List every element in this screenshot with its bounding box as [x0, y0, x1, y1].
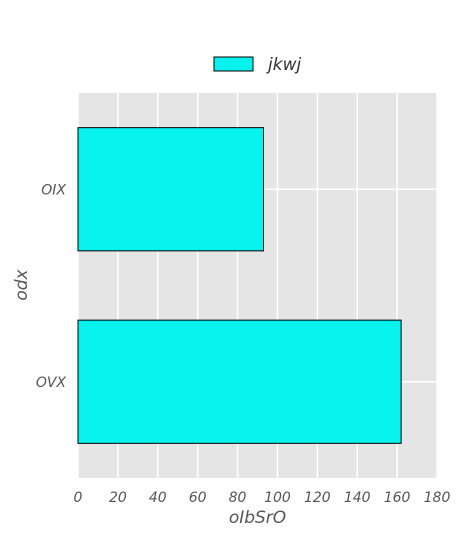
y-tick-labels: OVX OIX — [36, 182, 67, 391]
y-tick-label-oix: OIX — [41, 182, 66, 198]
y-axis-title: odx — [12, 268, 32, 300]
x-tick-label: 160 — [384, 490, 411, 506]
x-tick-label: 0 — [74, 490, 83, 506]
x-axis-title: oIbSrO — [229, 508, 286, 528]
x-tick-label: 60 — [189, 490, 207, 506]
x-tick-label: 20 — [109, 490, 127, 506]
x-tick-labels: 0 20 40 60 80 100 120 140 160 180 — [74, 490, 451, 506]
legend-swatch — [213, 56, 254, 72]
x-tick-label: 140 — [344, 490, 371, 506]
bar-oix — [77, 127, 264, 252]
legend-label: jkwj — [266, 55, 301, 75]
bar-ovx — [77, 319, 402, 444]
x-tick-label: 80 — [229, 490, 247, 506]
x-tick-label: 40 — [149, 490, 167, 506]
bars — [77, 127, 402, 444]
y-tick-label-ovx: OVX — [36, 375, 67, 391]
x-tick-label: 100 — [264, 490, 291, 506]
legend: jkwj — [213, 55, 301, 75]
x-tick-label: 180 — [424, 490, 451, 506]
x-tick-label: 120 — [304, 490, 331, 506]
